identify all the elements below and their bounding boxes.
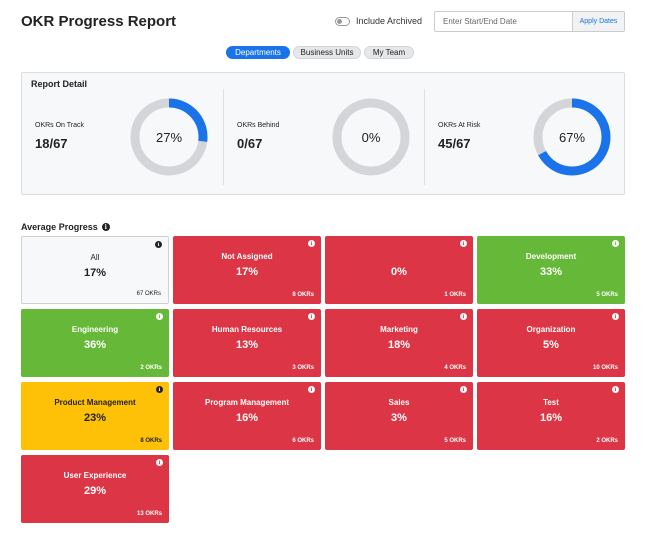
card-okr-count: 2 OKRs: [596, 438, 618, 444]
stat-label: OKRs On Track: [35, 122, 85, 129]
info-icon[interactable]: i: [460, 313, 467, 320]
card-name: User Experience: [63, 471, 127, 480]
info-icon[interactable]: i: [308, 386, 315, 393]
stat-value: 0/67: [237, 136, 263, 151]
card-percent: 18%: [387, 339, 411, 351]
ring-progress-arc: [130, 98, 208, 176]
card-percent: 3%: [391, 412, 407, 424]
card-okr-count: 3 OKRs: [292, 365, 314, 371]
card-percent: 36%: [83, 339, 107, 351]
progress-ring: [533, 98, 611, 176]
department-card[interactable]: i Engineering 36% 2 OKRs: [21, 309, 169, 377]
ring-track: [332, 98, 410, 176]
card-name: Engineering: [71, 325, 119, 334]
department-card[interactable]: i Organization 5% 10 OKRs: [477, 309, 625, 377]
tab-my-team[interactable]: My Team: [364, 46, 414, 59]
card-percent: 17%: [83, 267, 107, 279]
card-okr-count: 4 OKRs: [444, 365, 466, 371]
card-name: Development: [525, 252, 577, 261]
average-progress-title: Average Progress: [21, 222, 98, 232]
card-name: Test: [543, 398, 559, 407]
info-icon[interactable]: i: [612, 240, 619, 247]
info-icon[interactable]: i: [308, 313, 315, 320]
card-okr-count: 8 OKRs: [140, 438, 162, 444]
card-percent: 5%: [543, 339, 559, 351]
department-card[interactable]: i Sales 3% 5 OKRs: [325, 382, 473, 450]
card-okr-count: 1 OKRs: [444, 292, 466, 298]
department-card[interactable]: i Product Management 23% 8 OKRs: [21, 382, 169, 450]
include-archived-label: Include Archived: [356, 16, 423, 26]
stat-label: OKRs At Risk: [438, 122, 481, 129]
department-card[interactable]: i Not Assigned 17% 8 OKRs: [173, 236, 321, 304]
card-okr-count: 6 OKRs: [292, 438, 314, 444]
card-percent: 33%: [539, 266, 563, 278]
card-okr-count: 2 OKRs: [140, 365, 162, 371]
info-icon[interactable]: i: [460, 386, 467, 393]
department-card[interactable]: i Human Resources 13% 3 OKRs: [173, 309, 321, 377]
department-card[interactable]: i Program Management 16% 6 OKRs: [173, 382, 321, 450]
stat-label: OKRs Behind: [237, 122, 280, 129]
card-okr-count: 67 OKRs: [136, 291, 161, 297]
stat-value: 45/67: [438, 136, 471, 151]
info-icon[interactable]: i: [612, 313, 619, 320]
card-name: Organization: [526, 325, 576, 334]
department-card[interactable]: i User Experience 29% 13 OKRs: [21, 455, 169, 523]
department-card[interactable]: i All 17% 67 OKRs: [21, 236, 169, 304]
department-card[interactable]: i Development 33% 5 OKRs: [477, 236, 625, 304]
department-card[interactable]: i Test 16% 2 OKRs: [477, 382, 625, 450]
info-icon[interactable]: i: [308, 240, 315, 247]
include-archived-toggle[interactable]: Include Archived: [335, 16, 422, 26]
department-card[interactable]: i Marketing 18% 4 OKRs: [325, 309, 473, 377]
info-icon[interactable]: i: [612, 386, 619, 393]
card-name: All: [90, 253, 100, 262]
tab-departments[interactable]: Departments: [226, 46, 290, 59]
toggle-switch-icon[interactable]: [335, 16, 350, 26]
stat-behind: OKRs Behind 0/67 0%: [223, 89, 423, 185]
info-icon[interactable]: i: [155, 241, 162, 248]
ring-percent: 67%: [558, 129, 586, 145]
card-okr-count: 10 OKRs: [592, 365, 618, 371]
info-icon[interactable]: i: [101, 223, 110, 231]
report-detail-title: Report Detail: [31, 79, 88, 89]
card-okr-count: 13 OKRs: [136, 511, 162, 517]
ring-percent: 0%: [361, 129, 381, 145]
card-name: Program Management: [204, 398, 290, 407]
ring-percent: 27%: [155, 129, 183, 145]
view-tabs: Departments Business Units My Team: [226, 46, 414, 59]
card-percent: 16%: [539, 412, 563, 424]
card-name: Sales: [388, 398, 410, 407]
info-icon[interactable]: i: [460, 240, 467, 247]
info-icon[interactable]: i: [156, 386, 163, 393]
tab-business-units[interactable]: Business Units: [293, 46, 361, 59]
apply-dates-button[interactable]: Apply Dates: [572, 11, 625, 32]
card-percent: 0%: [391, 266, 407, 278]
department-card[interactable]: i 0% 1 OKRs: [325, 236, 473, 304]
card-percent: 29%: [83, 485, 107, 497]
card-okr-count: 8 OKRs: [292, 292, 314, 298]
progress-ring: [332, 98, 410, 176]
card-name: Human Resources: [211, 325, 283, 334]
info-icon[interactable]: i: [156, 459, 163, 466]
card-name: Marketing: [380, 325, 418, 334]
info-icon[interactable]: i: [156, 313, 163, 320]
card-name: Not Assigned: [221, 252, 273, 261]
stat-value: 18/67: [35, 136, 68, 151]
page-title: OKR Progress Report: [21, 13, 177, 30]
average-progress-heading: Average Progress i: [21, 222, 110, 232]
department-cards-grid: i All 17% 67 OKRs i Not Assigned 17% 8 OKRs i 0% 1…: [21, 236, 625, 523]
ring-progress-arc: [533, 98, 611, 176]
date-range-input[interactable]: [434, 11, 572, 32]
card-okr-count: 5 OKRs: [596, 292, 618, 298]
stat-on-track: OKRs On Track 18/67 27%: [22, 89, 222, 185]
card-percent: 17%: [235, 266, 259, 278]
card-percent: 16%: [235, 412, 259, 424]
card-percent: 23%: [83, 412, 107, 424]
stat-at-risk: OKRs At Risk 45/67 67%: [424, 89, 624, 185]
card-name: Product Management: [54, 398, 136, 407]
card-percent: 13%: [235, 339, 259, 351]
report-detail-panel: Report Detail OKRs On Track 18/67 27% OK…: [21, 72, 625, 195]
card-okr-count: 5 OKRs: [444, 438, 466, 444]
progress-ring: [130, 98, 208, 176]
